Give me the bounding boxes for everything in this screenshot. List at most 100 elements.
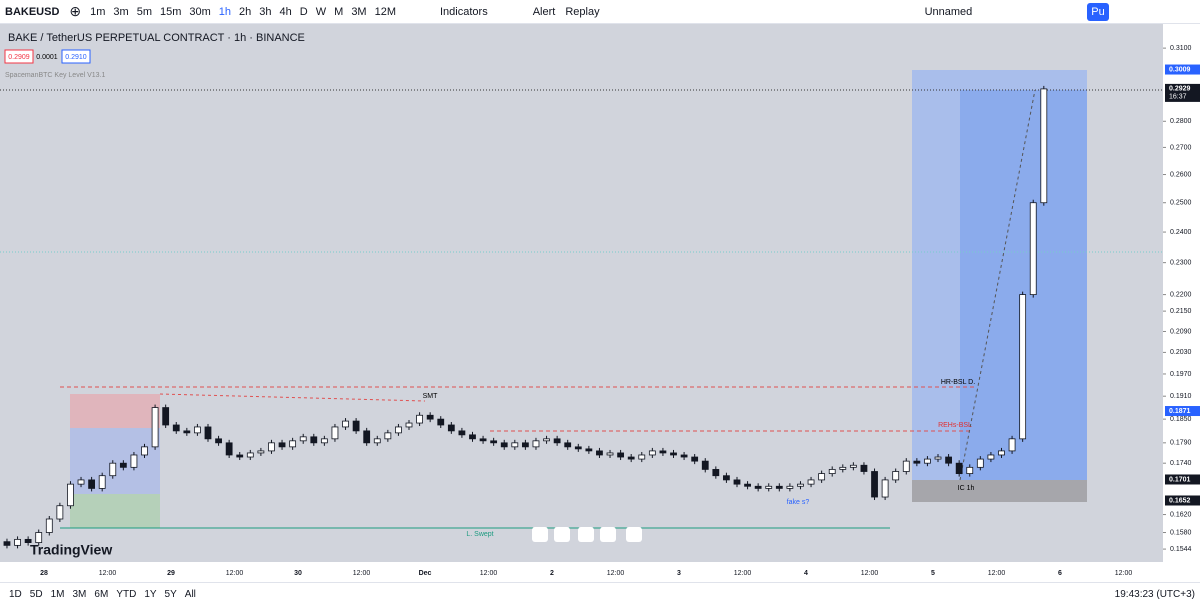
layout-name[interactable]: Unnamed: [924, 5, 973, 18]
price-badge: [1165, 495, 1200, 506]
range[interactable]: 1M: [50, 589, 65, 600]
x-tick-label: 30: [294, 570, 302, 577]
interval[interactable]: M: [334, 5, 344, 18]
interval[interactable]: 1m: [90, 5, 106, 18]
time-axis-bg: [0, 562, 1163, 582]
candle: [363, 430, 371, 444]
zoom-in[interactable]: [554, 527, 570, 542]
x-tick-label: 2: [550, 570, 554, 577]
bid: 0.2909: [8, 54, 30, 61]
x-tick-label: 12:00: [480, 570, 498, 577]
candle: [617, 452, 625, 458]
x-tick-label: 6: [1058, 570, 1062, 577]
zoom-out[interactable]: [532, 527, 548, 542]
y-tick-label: 0.2200: [1170, 291, 1192, 298]
interval[interactable]: 30m: [189, 5, 211, 18]
candle: [162, 407, 170, 426]
y-tick-label: 0.3100: [1170, 45, 1192, 52]
candle: [871, 471, 878, 498]
y-tick-label: 0.2600: [1170, 171, 1192, 178]
candle: [913, 460, 921, 464]
annotation: IC 1h: [958, 485, 975, 492]
y-tick-label: 0.2030: [1170, 349, 1192, 356]
candle: [987, 454, 995, 460]
interval[interactable]: 15m: [159, 5, 182, 18]
price-badge-label: 0.1701: [1169, 476, 1191, 483]
scroll-left[interactable]: [578, 527, 594, 542]
candle: [849, 464, 857, 468]
candle: [754, 485, 762, 489]
reset[interactable]: [626, 527, 642, 542]
publish-button[interactable]: Pu: [1087, 2, 1109, 21]
range[interactable]: 6M: [94, 589, 109, 600]
candle: [1029, 202, 1037, 296]
ask: 0.2910: [65, 54, 87, 61]
y-tick-label: 0.2090: [1170, 328, 1192, 335]
candle: [469, 434, 476, 440]
y-tick-label: 0.2400: [1170, 229, 1192, 236]
candle: [881, 479, 889, 498]
candle: [902, 460, 910, 472]
interval[interactable]: W: [315, 5, 327, 18]
range[interactable]: YTD: [116, 589, 137, 600]
candle: [490, 440, 498, 444]
time: 19:43:23 (UTC+3): [1114, 589, 1195, 600]
y-tick-label: 0.2300: [1170, 259, 1192, 266]
x-tick-label: 12:00: [734, 570, 752, 577]
y-tick-label: 0.2500: [1170, 200, 1192, 207]
interval[interactable]: 3m: [113, 5, 129, 18]
range[interactable]: 5D: [29, 589, 43, 600]
candle: [320, 438, 328, 444]
candle: [447, 424, 455, 432]
indicators-button[interactable]: Indicators: [440, 5, 488, 18]
candle: [807, 479, 815, 485]
candle: [98, 475, 106, 489]
alert-button[interactable]: Alert: [532, 5, 556, 18]
candle: [744, 483, 751, 487]
y-tick-label: 0.1620: [1170, 511, 1192, 518]
range[interactable]: 5Y: [164, 589, 177, 600]
interval[interactable]: D: [299, 5, 308, 18]
candle: [310, 436, 318, 444]
spread: 0.0001: [36, 54, 58, 61]
interval[interactable]: 1h: [218, 5, 232, 18]
x-tick-label: 12:00: [226, 570, 244, 577]
x-tick-label: 28: [40, 570, 48, 577]
candle: [437, 418, 445, 426]
candle: [426, 414, 434, 420]
interval[interactable]: 3M: [351, 5, 367, 18]
interval[interactable]: 4h: [279, 5, 292, 18]
range[interactable]: 1D: [9, 589, 22, 600]
interval[interactable]: 2h: [239, 5, 252, 18]
x-tick-label: 12:00: [353, 570, 371, 577]
stop-box: [912, 480, 1087, 502]
range[interactable]: 1Y: [144, 589, 157, 600]
candle: [331, 426, 339, 440]
range[interactable]: All: [184, 589, 196, 600]
interval[interactable]: 3h: [259, 5, 272, 18]
y-tick-label: 0.1544: [1170, 546, 1192, 553]
replay-button[interactable]: Replay: [565, 5, 600, 18]
y-tick-label: 0.2700: [1170, 144, 1192, 151]
add-symbol[interactable]: ⊕: [69, 3, 82, 19]
candle: [1040, 88, 1048, 204]
price-badge-label: 0.1871: [1169, 408, 1191, 415]
candle: [268, 442, 275, 452]
ask-box[interactable]: [61, 49, 91, 64]
candle: [151, 407, 159, 448]
scroll-right[interactable]: [600, 527, 616, 542]
candle: [606, 452, 614, 456]
bid-box[interactable]: [4, 49, 34, 64]
candle: [627, 456, 635, 460]
candle: [553, 438, 561, 444]
range[interactable]: 3M: [72, 589, 87, 600]
x-tick-label: 12:00: [988, 570, 1006, 577]
candle: [373, 438, 381, 444]
candle: [289, 440, 297, 448]
y-tick-label: 0.1910: [1170, 393, 1192, 400]
candle: [479, 438, 487, 442]
interval[interactable]: 12M: [374, 5, 396, 18]
candle: [733, 479, 741, 485]
symbol[interactable]: BAKEUSD: [5, 5, 60, 18]
interval[interactable]: 5m: [136, 5, 152, 18]
